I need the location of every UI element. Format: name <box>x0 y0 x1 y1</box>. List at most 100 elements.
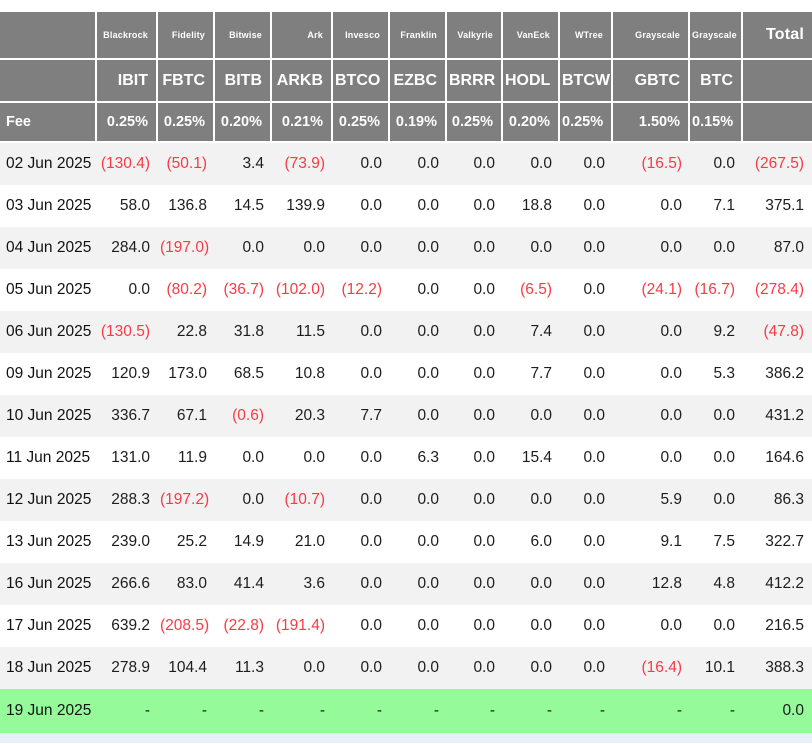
table-row: 18 Jun 2025 278.9 104.4 11.3 0.0 0.0 0.0 0.0 0.0… <box>0 647 812 689</box>
value-cell: 266.6 <box>111 575 150 592</box>
value-cell: 0.0 <box>530 239 552 256</box>
value-cell: - <box>258 702 264 719</box>
value-cell: 0.0 <box>530 155 552 172</box>
value-cell: 21.0 <box>294 533 325 550</box>
value-cell: 0.0 <box>473 533 495 550</box>
issuer-header-cell: Blackrock <box>97 12 158 60</box>
value-cell: 0.0 <box>660 617 682 634</box>
value-cell: 0.0 <box>660 365 682 382</box>
value-cell: 0.0 <box>417 197 439 214</box>
fee-cell: 0.21% <box>272 103 333 143</box>
fee-cell: 0.15% <box>690 103 743 143</box>
value-cell: 7.1 <box>713 197 735 214</box>
fee-row-label: Fee <box>0 103 97 143</box>
fee-cell: 0.20% <box>215 103 272 143</box>
value-cell: (50.1) <box>166 155 208 172</box>
value-cell: 0.0 <box>360 617 382 634</box>
value-cell: 0.0 <box>303 659 325 676</box>
ticker-header-row: IBIT FBTC BITB ARKB BTCO EZBC BRRR HODL BTCW GBTC… <box>0 60 812 103</box>
total-value-cell: 388.3 <box>765 659 804 676</box>
value-cell: (0.6) <box>232 407 264 424</box>
value-cell: 0.0 <box>660 239 682 256</box>
fee-cell: 0.25% <box>158 103 215 143</box>
value-cell: 139.9 <box>286 197 325 214</box>
date-cell: 11 Jun 2025 <box>6 449 91 466</box>
value-cell: (197.2) <box>160 491 210 508</box>
total-value-cell: 216.5 <box>765 617 804 634</box>
total-value-cell: 386.2 <box>765 365 804 382</box>
value-cell: (191.4) <box>275 617 325 634</box>
value-cell: 104.4 <box>168 659 207 676</box>
value-cell: 0.0 <box>713 449 735 466</box>
value-cell: 14.9 <box>233 533 264 550</box>
value-cell: 0.0 <box>583 617 605 634</box>
value-cell: 7.4 <box>530 323 552 340</box>
value-cell: 0.0 <box>713 407 735 424</box>
table-row: 03 Jun 2025 58.0 136.8 14.5 139.9 0.0 0.0 0.0 18… <box>0 185 812 227</box>
value-cell: 0.0 <box>360 491 382 508</box>
value-cell: 0.0 <box>360 533 382 550</box>
date-cell: 09 Jun 2025 <box>6 365 92 382</box>
value-cell: 239.0 <box>111 533 150 550</box>
fee-cell: 0.25% <box>447 103 503 143</box>
issuer-header-cell: Fidelity <box>158 12 215 60</box>
value-cell: (197.0) <box>160 239 210 256</box>
value-cell: 0.0 <box>660 197 682 214</box>
value-cell: - <box>546 702 552 719</box>
value-cell: 9.1 <box>660 533 682 550</box>
value-cell: - <box>376 702 382 719</box>
issuer-header-cell: Bitwise <box>215 12 272 60</box>
date-cell: 17 Jun 2025 <box>6 617 92 634</box>
total-value-cell: (267.5) <box>754 155 804 172</box>
value-cell: 0.0 <box>473 281 495 298</box>
value-cell: 0.0 <box>583 323 605 340</box>
issuer-header-cell: Valkyrie <box>447 12 503 60</box>
value-cell: 0.0 <box>360 575 382 592</box>
value-cell: 25.2 <box>176 533 207 550</box>
value-cell: 136.8 <box>168 197 207 214</box>
ticker-header-cell: BTCW <box>560 60 613 103</box>
total-value-cell: (278.4) <box>754 281 804 298</box>
value-cell: 0.0 <box>583 155 605 172</box>
value-cell: 0.0 <box>473 575 495 592</box>
value-cell: 0.0 <box>473 449 495 466</box>
value-cell: 6.0 <box>530 533 552 550</box>
value-cell: 0.0 <box>242 491 264 508</box>
value-cell: 0.0 <box>417 281 439 298</box>
value-cell: - <box>729 702 735 719</box>
value-cell: 0.0 <box>713 239 735 256</box>
value-cell: 0.0 <box>473 407 495 424</box>
value-cell: 0.0 <box>473 239 495 256</box>
total-value-cell: 431.2 <box>765 407 804 424</box>
etf-flow-table: Blackrock Fidelity Bitwise Ark Invesco Frankl… <box>0 12 812 733</box>
value-cell: 0.0 <box>530 407 552 424</box>
value-cell: 0.0 <box>713 155 735 172</box>
value-cell: 0.0 <box>417 491 439 508</box>
date-cell: 04 Jun 2025 <box>6 239 92 256</box>
value-cell: - <box>599 702 605 719</box>
fee-cell: 1.50% <box>613 103 690 143</box>
value-cell: 41.4 <box>233 575 264 592</box>
value-cell: 0.0 <box>473 365 495 382</box>
value-cell: (22.8) <box>223 617 265 634</box>
value-cell: 7.5 <box>713 533 735 550</box>
value-cell: 0.0 <box>583 197 605 214</box>
value-cell: - <box>319 702 325 719</box>
total-value-cell: 164.6 <box>765 449 804 466</box>
value-cell: 3.6 <box>303 575 325 592</box>
value-cell: (36.7) <box>223 281 265 298</box>
fee-cell: 0.25% <box>333 103 390 143</box>
value-cell: 0.0 <box>417 155 439 172</box>
value-cell: 0.0 <box>473 617 495 634</box>
value-cell: 0.0 <box>303 449 325 466</box>
value-cell: 0.0 <box>417 533 439 550</box>
table-row: 17 Jun 2025 639.2 (208.5) (22.8) (191.4) 0.0 0… <box>0 605 812 647</box>
ticker-header-cell: BTCO <box>333 60 390 103</box>
value-cell: 11.5 <box>295 323 325 340</box>
issuer-header-cell: VanEck <box>503 12 560 60</box>
value-cell: (12.2) <box>341 281 383 298</box>
date-cell: 13 Jun 2025 <box>6 533 92 550</box>
value-cell: 15.4 <box>521 449 552 466</box>
issuer-header-cell: Invesco <box>333 12 390 60</box>
value-cell: 639.2 <box>111 617 150 634</box>
